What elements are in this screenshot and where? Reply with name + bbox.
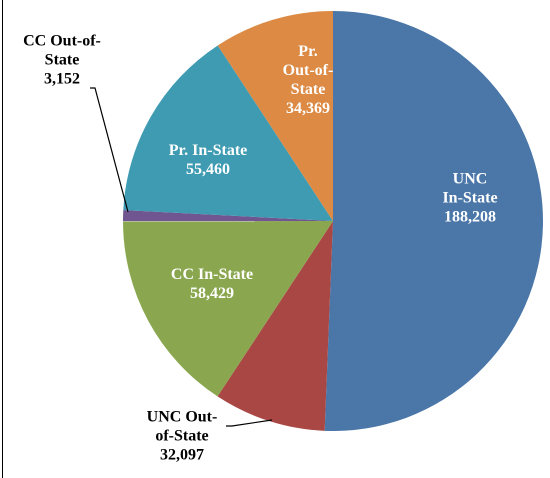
slice-label: UNC Out- of-State 32,097 (147, 408, 218, 465)
pie-slice (123, 45, 333, 221)
category-label: Pr. In-State (168, 142, 248, 159)
pie-slice (123, 221, 333, 397)
slice-label: Pr. Out-of- State 34,369 (283, 42, 334, 118)
value-label: 32,097 (159, 446, 204, 464)
category-label: UNC Out- of-State (146, 408, 218, 445)
pie (123, 11, 543, 431)
pie-slice (217, 11, 333, 221)
value-label: 3,152 (43, 70, 80, 88)
value-label: 34,369 (286, 100, 330, 117)
slice-label: UNC In-State 188,208 (442, 170, 497, 227)
category-label: CC In-State (170, 266, 254, 283)
leader-line (90, 87, 129, 213)
pie-slice (217, 221, 333, 431)
slice-label: CC Out-of- State 3,152 (23, 32, 101, 89)
slice-label: CC In-State 58,429 (171, 265, 253, 303)
category-label: UNC In-State (442, 170, 498, 207)
slice-label: Pr. In-State 55,460 (169, 141, 248, 179)
value-label: 55,460 (185, 161, 230, 178)
leader-line (226, 419, 273, 427)
pie-slice (123, 210, 333, 222)
category-label: CC Out-of- State (23, 32, 101, 69)
value-label: 58,429 (190, 285, 234, 302)
pie-slice (324, 11, 543, 431)
category-label: Pr. Out-of- State (282, 43, 334, 98)
value-label: 188,208 (443, 208, 496, 226)
